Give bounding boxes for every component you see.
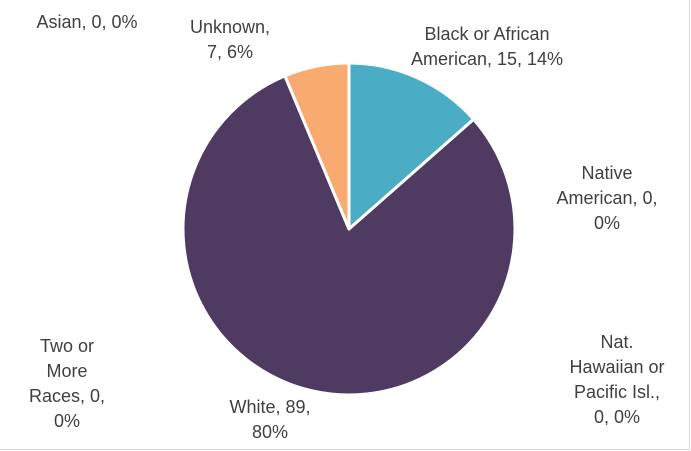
data-label-black-or-african-american: Black or African American, 15, 14% (411, 24, 563, 69)
data-label-white: White, 89, 80% (229, 397, 310, 442)
data-label-native-american: Native American, 0, 0% (556, 163, 657, 233)
data-label-asian: Asian, 0, 0% (36, 12, 137, 32)
pie-slice-black-or-african-american (347, 61, 476, 231)
pie-labels: Black or African American, 15, 14% Native A… (29, 12, 665, 442)
pie-slice-unknown (283, 61, 351, 231)
data-label-unknown: Unknown, 7, 6% (190, 17, 270, 62)
pie-slice-white (181, 74, 517, 397)
data-label-nat-hawaiian-or-pacific-isl: Nat. Hawaiian or Pacific Isl., 0, 0% (569, 332, 664, 427)
pie-slices (181, 61, 517, 397)
data-label-two-or-more-races: Two or More Races, 0, 0% (29, 336, 105, 431)
